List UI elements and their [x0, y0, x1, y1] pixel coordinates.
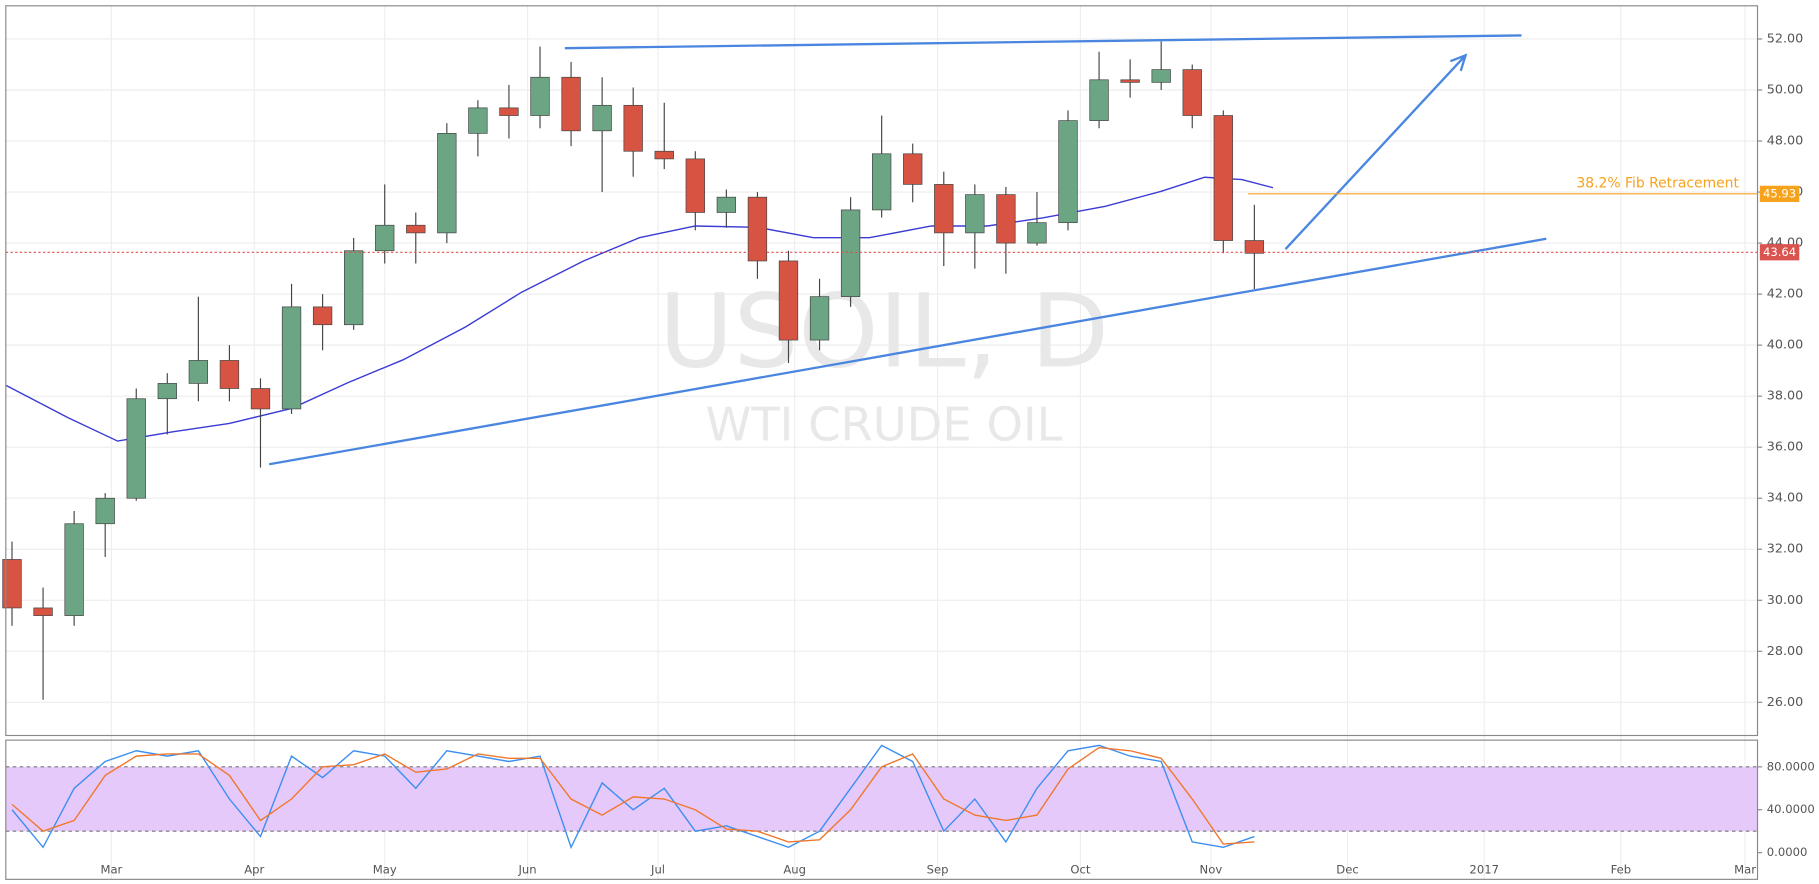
candle-body [1213, 115, 1233, 241]
candle-body [95, 497, 115, 525]
candle-body [654, 150, 674, 160]
x-tick-label: Jun [518, 863, 537, 877]
candle-body [375, 224, 395, 252]
candle-body [965, 194, 985, 234]
candle-body [343, 250, 364, 326]
moving-average [5, 176, 1274, 442]
price-frame [5, 5, 1759, 737]
candle-body [437, 133, 457, 234]
candle-body [592, 104, 612, 132]
candle-body [934, 184, 954, 234]
candle-body [871, 153, 892, 211]
y-tick-label: 52.00 [1767, 31, 1804, 46]
y-tick-label: 48.00 [1767, 134, 1804, 149]
x-tick-label: Jul [650, 863, 665, 877]
candle-body [281, 306, 302, 410]
band [5, 766, 1758, 832]
price-tag-label: 45.93 [1763, 186, 1796, 200]
y-tick-label: 40.00 [1767, 338, 1804, 353]
y-tick-label: 28.00 [1767, 644, 1804, 659]
y-tick-label: 30.00 [1767, 593, 1804, 608]
plot: 26.00 28.00 30.00 32.00 34.00 36.00 38.00 40.00… [2, 31, 1815, 877]
candle-body [903, 153, 923, 185]
arrow [1284, 53, 1468, 250]
x-tick-label: Oct [1070, 863, 1090, 877]
y-tick-label: 36.00 [1767, 440, 1804, 455]
candle-body [250, 388, 271, 410]
candle-body [1182, 69, 1202, 116]
price-tag [1759, 185, 1800, 202]
candle-body [188, 360, 209, 384]
candle-body [33, 607, 53, 616]
candle-body [778, 260, 799, 341]
watermark-subtitle: WTI CRUDE OIL [705, 398, 1062, 452]
oscillator-line [11, 744, 1255, 850]
y-tick-label: 42.00 [1767, 287, 1804, 302]
candle-body [1027, 222, 1047, 244]
x-tick-label: Nov [1200, 863, 1223, 877]
x-tick-label: Sep [927, 863, 949, 877]
y-tick-label: 40.0000 [1767, 802, 1815, 816]
candle-body [126, 398, 146, 499]
x-tick-label: Feb [1611, 863, 1632, 877]
candle-body [1089, 79, 1109, 121]
candle-body [1058, 120, 1078, 224]
x-tick-label: Dec [1336, 863, 1358, 877]
candle-body [1151, 69, 1171, 83]
watermark: USOIL, D [659, 273, 1109, 392]
candle-body [219, 360, 240, 389]
y-tick-label: 32.00 [1767, 542, 1804, 557]
candle-body [406, 224, 426, 234]
x-tick-label: Mar [1734, 863, 1756, 877]
candle-body [1244, 240, 1265, 254]
y-tick-label: 0.0000 [1767, 845, 1808, 859]
y-tick-label: 38.00 [1767, 389, 1804, 404]
candle-body [64, 523, 84, 616]
y-tick-label: 34.00 [1767, 491, 1804, 506]
oscillator-frame [5, 739, 1759, 880]
candle-body [716, 196, 737, 213]
candle-body [685, 158, 705, 213]
candle-body [996, 194, 1016, 244]
level-label: 38.2% Fib Retracement [1576, 175, 1739, 191]
price-tag [1759, 244, 1800, 261]
candle-body [809, 296, 830, 341]
candle-body [530, 76, 550, 116]
oscillator-line [11, 746, 1255, 845]
candle-body [312, 306, 333, 326]
x-tick-label: Aug [783, 863, 806, 877]
x-tick-label: 2017 [1469, 863, 1499, 877]
candle-body [2, 559, 22, 609]
candle-body [1120, 79, 1140, 83]
trendline [268, 237, 1547, 466]
trendline [564, 34, 1522, 50]
y-tick-label: 26.00 [1767, 695, 1804, 710]
grid [5, 5, 1763, 880]
candle-body [840, 209, 861, 298]
x-tick-label: Mar [100, 863, 122, 877]
candle-body [561, 76, 581, 132]
y-tick-label: 50.00 [1767, 83, 1804, 98]
candle-body [623, 104, 643, 152]
y-tick-label: 80.0000 [1767, 759, 1815, 773]
x-tick-label: Apr [244, 863, 264, 877]
candle-body [157, 383, 177, 400]
price-tag-label: 43.64 [1763, 245, 1796, 259]
x-tick-label: May [373, 863, 397, 877]
candle-body [747, 196, 768, 262]
candle-body [499, 107, 519, 116]
candle-body [468, 107, 488, 134]
